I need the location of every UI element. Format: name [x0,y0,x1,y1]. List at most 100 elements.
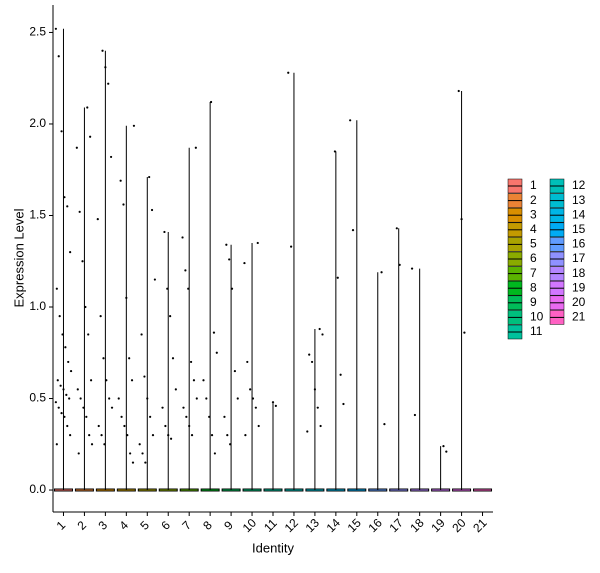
violin [368,272,388,492]
point [226,434,229,437]
point [125,296,128,299]
point [103,443,106,446]
violin [452,91,472,492]
point [131,461,135,464]
legend-label: 12 [572,178,586,192]
point [79,397,82,400]
point [120,415,123,418]
point [149,415,152,418]
point [75,146,78,149]
point [271,401,275,404]
point [150,208,154,212]
x-tick-label: 5 [137,518,152,533]
point [132,124,136,127]
point [290,245,293,248]
legend-label: 10 [530,310,544,324]
point [310,360,314,364]
point [202,379,205,382]
point [82,406,85,409]
point [88,434,91,437]
point [66,205,69,208]
x-tick-label: 12 [282,516,302,536]
point [208,415,211,418]
point [77,452,80,455]
point [99,315,102,318]
violin [326,151,346,492]
x-tick-label: 19 [428,516,448,536]
point [209,100,213,104]
point [457,89,460,93]
y-tick-label: 0.0 [29,482,46,496]
point [85,415,88,418]
point [319,424,322,428]
violin [284,72,304,492]
point [140,333,143,336]
violin [347,120,367,492]
point [119,179,122,182]
point [167,434,170,437]
point [194,146,197,149]
x-tick-label: 1 [54,518,69,533]
point [257,424,260,428]
point [107,82,110,85]
x-tick-label: 20 [449,516,469,536]
x-tick-label: 16 [366,516,386,536]
point [129,452,132,455]
point [225,243,228,246]
point [90,443,94,446]
y-axis-title: Expression Level [11,208,26,307]
point [57,406,60,409]
y-tick-label: 2.0 [29,116,46,130]
point [122,203,125,206]
violin [179,147,199,492]
x-tick-label: 15 [345,516,365,536]
point [55,287,58,290]
legend-label: 2 [530,193,537,207]
x-tick-label: 3 [95,518,110,533]
point [223,415,226,418]
point [126,434,129,437]
point [87,333,90,336]
point [97,424,100,428]
point [104,66,107,69]
point [100,434,103,437]
y-tick-label: 0.5 [29,391,46,405]
point [349,119,352,122]
x-tick-label: 14 [324,516,344,536]
y-tick-label: 1.0 [29,299,46,313]
violin [53,28,73,492]
point [189,360,193,364]
point [181,236,184,239]
x-tick-label: 10 [240,516,260,536]
point [86,106,89,109]
point [62,388,65,391]
point [166,287,169,290]
point [351,229,355,232]
point [143,375,146,378]
point [333,150,337,153]
point [380,271,383,274]
point [185,415,188,418]
violin [263,402,283,492]
x-tick-label: 8 [200,518,215,533]
point [316,406,319,409]
point [205,397,208,400]
legend-label: 3 [530,207,537,221]
point [59,384,62,387]
x-axis-title: Identity [252,540,294,555]
point [68,397,71,400]
violin [389,228,409,492]
point [169,437,173,440]
point [184,269,187,272]
legend-label: 19 [572,280,586,294]
point [54,27,57,30]
point [69,250,72,254]
point [81,260,84,263]
point [182,406,185,409]
x-tick-label: 2 [75,518,90,533]
violin [74,107,94,492]
point [339,373,342,376]
point [101,49,104,52]
point [84,305,87,309]
point [65,393,68,396]
